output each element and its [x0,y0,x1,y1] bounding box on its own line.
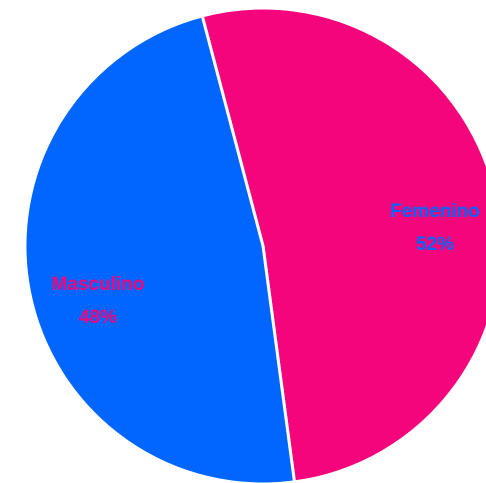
value-label: 48% [79,307,117,328]
slice-label: Masculino [52,274,145,295]
slice-label: Femenino [390,201,480,222]
pie-slice [200,6,486,483]
pie-slice [23,14,297,483]
value-label: 52% [416,234,454,255]
